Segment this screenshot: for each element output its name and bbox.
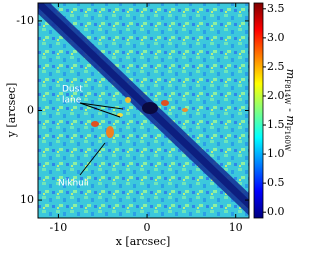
- colorbar-tick-label: 2.5: [267, 60, 285, 73]
- y-axis-label: y [arcsec]: [5, 83, 18, 139]
- x-tick-label: -10: [50, 221, 68, 234]
- colorbar-tick-label: 3.0: [267, 31, 285, 44]
- colorbar-tick-label: 0.0: [267, 205, 285, 218]
- image: [38, 3, 249, 218]
- x-axis-label: x [arcsec]: [116, 235, 171, 248]
- x-tick-label: 0: [144, 221, 151, 234]
- annotation: Dust: [62, 85, 83, 95]
- y-tick-label: 10: [20, 193, 34, 206]
- colorbar-label: mF814W - mF160W: [283, 69, 297, 152]
- colorbar-tick-label: 3.5: [267, 2, 285, 15]
- annotation: Nikhuli: [58, 179, 89, 189]
- colorbar-tick-label: 1.5: [267, 118, 285, 131]
- y-tick-label: -10: [16, 14, 34, 27]
- y-tick-label: 0: [27, 104, 34, 117]
- colorbar-tick-label: 2.0: [267, 89, 285, 102]
- colorbar-tick-label: 0.5: [267, 176, 285, 189]
- colorbar-tick-label: 1.0: [267, 147, 285, 160]
- x-tick-label: 10: [229, 221, 243, 234]
- colorbar: [253, 2, 264, 219]
- annotation: lane: [62, 96, 82, 106]
- chart: Dust lane Nikhuli x [arcsec] y [arcsec] …: [5, 2, 297, 248]
